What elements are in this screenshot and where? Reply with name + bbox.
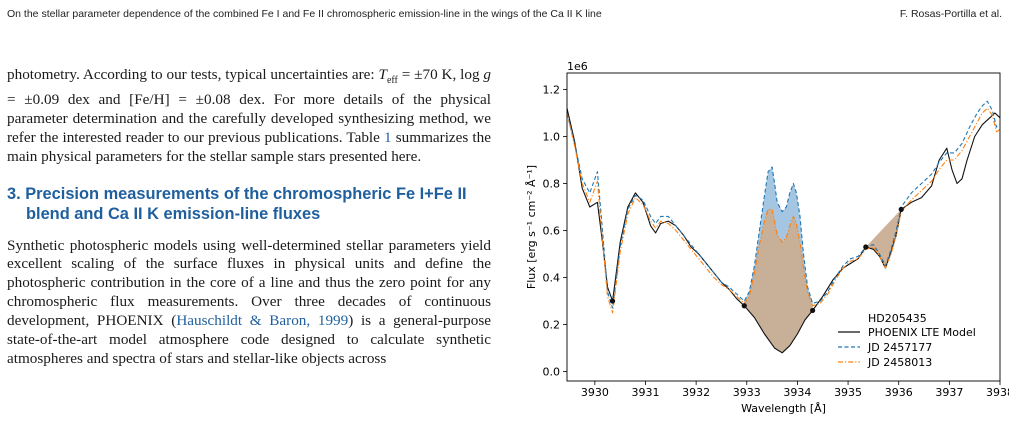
series-line-1 (566, 108, 1001, 354)
y-axis-label: Flux [erg s⁻¹ cm⁻² Å⁻¹] (525, 165, 538, 289)
running-header: On the stellar parameter dependence of t… (7, 8, 1002, 22)
text-run: = ±70 K, log (397, 66, 484, 83)
running-title: On the stellar parameter dependence of t… (7, 8, 602, 20)
y-tick-label: 0.2 (543, 319, 561, 332)
paragraph-models: Synthetic photospheric models using well… (7, 237, 491, 369)
legend-label-1: PHOENIX LTE Model (868, 326, 976, 339)
running-authors: F. Rosas-Portilla et al. (899, 8, 1002, 20)
boundary-marker-3 (810, 307, 816, 314)
text-run: ( (163, 312, 177, 330)
text-column: photometry. According to our tests, typi… (7, 66, 491, 369)
boundary-marker-4 (863, 244, 869, 250)
boundary-marker-5 (898, 206, 904, 212)
legend-title: HD205435 (868, 312, 927, 325)
text-run: photometry. According to our tests, typi… (7, 66, 379, 83)
series-line-3 (566, 107, 1001, 314)
x-axis-label: Wavelength [Å] (741, 402, 826, 415)
math-teff: T (378, 66, 387, 83)
axes-frame (566, 72, 1001, 382)
legend-label-3: JD 2458013 (867, 356, 932, 369)
spectrum-chart: 3930 3931 3932 3933 3934 3935 3936 3937 3938 0.0 0… (525, 60, 1009, 415)
text-run: ) is a general-purpose state-of-the-art … (7, 312, 492, 367)
text-run: = ±0.09 dex and [Fe/H] = ±0.08 dex. For … (7, 90, 491, 146)
math-subscript: eff (386, 75, 398, 87)
boundary-marker-1 (609, 298, 616, 304)
section-heading: 3. Precision measurements of the chromos… (7, 184, 467, 223)
y-tick-label: 0.6 (543, 225, 561, 238)
table-ref-link[interactable]: 1 (384, 128, 392, 146)
y-tick-label: 0.8 (543, 178, 561, 191)
shaded-region-3 (865, 209, 902, 268)
x-tick-label: 3936 (885, 386, 913, 399)
x-tick-label: 3935 (834, 386, 862, 399)
math-g: g (483, 66, 491, 83)
y-tick-label: 1.0 (543, 130, 561, 143)
offset-text: 1e6 (567, 60, 588, 73)
x-tick-label: 3934 (783, 386, 811, 399)
y-tick-label: 0.0 (543, 366, 561, 379)
legend-label-2: JD 2457177 (867, 341, 932, 354)
shaded-region-2 (744, 209, 813, 353)
series-line-2 (566, 100, 1001, 309)
citation-link[interactable]: Hauschildt & Baron, 1999 (176, 312, 349, 330)
y-tick-label: 1.2 (543, 83, 561, 96)
paragraph-params: photometry. According to our tests, typi… (7, 66, 491, 167)
text-run: Synthetic photospheric models using well… (7, 236, 491, 330)
x-tick-label: 3931 (631, 386, 659, 399)
figure-spectrum: 3930 3931 3932 3933 3934 3935 3936 3937 3938 0.0 0… (515, 60, 1009, 444)
x-tick-label: 3933 (733, 386, 761, 399)
phoenix-name: PHOENIX (96, 312, 164, 330)
text-run: summarizes the main physical parameters … (7, 128, 491, 165)
x-tick-label: 3932 (682, 386, 710, 399)
x-tick-label: 3930 (581, 386, 609, 399)
y-tick-label: 0.4 (543, 272, 561, 285)
boundary-marker-2 (741, 303, 747, 309)
x-tick-label: 3937 (935, 386, 963, 399)
x-tick-label: 3938 (986, 386, 1009, 399)
